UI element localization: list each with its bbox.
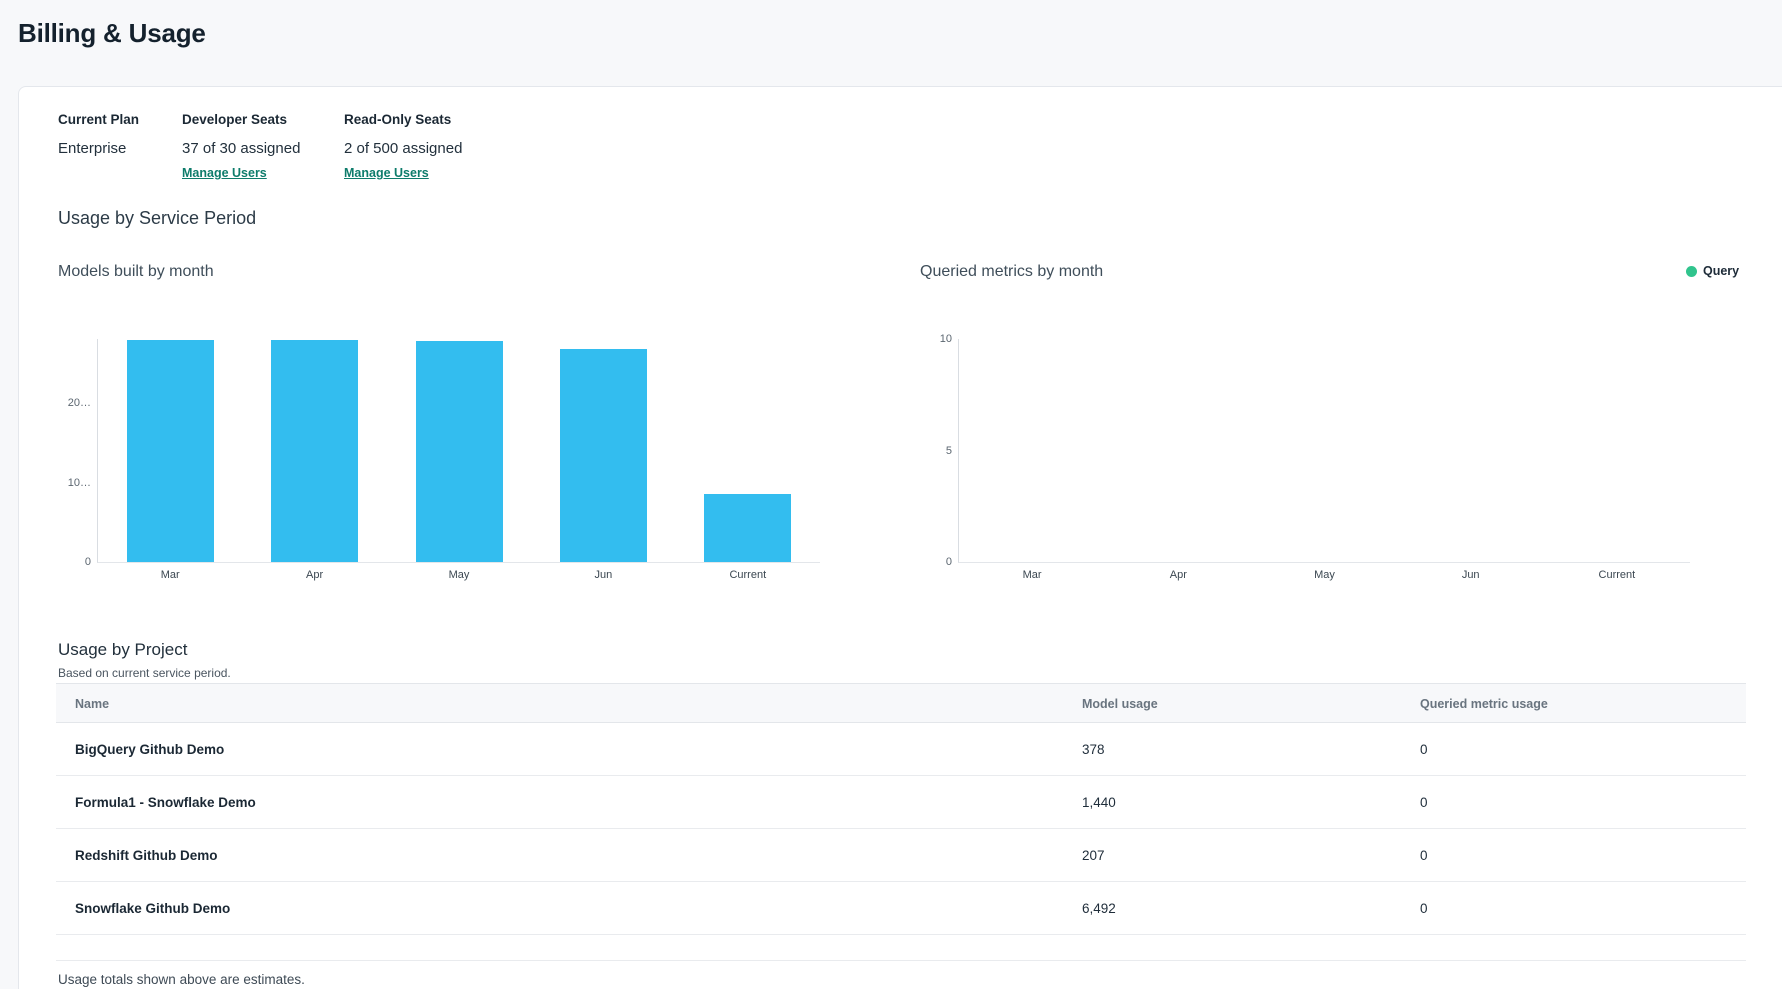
developer-seats-value: 37 of 30 assigned (182, 140, 301, 157)
x-axis-label-current: Current (1598, 569, 1636, 581)
usage-by-project-table: Name Model usage Queried metric usage Bi… (56, 683, 1746, 961)
y-axis-tick-label: 5 (945, 444, 952, 457)
legend-query[interactable]: Query (1686, 264, 1739, 278)
column-header-model-usage: Model usage (1082, 697, 1158, 711)
x-axis-label-current: Current (729, 569, 767, 581)
usage-by-project-subtitle: Based on current service period. (58, 666, 231, 680)
x-axis-label-may: May (448, 569, 470, 581)
x-axis-label-jun: Jun (1461, 569, 1480, 581)
x-axis-label-mar: Mar (160, 569, 180, 581)
x-axis-label-apr: Apr (306, 569, 324, 581)
table-body: BigQuery Github Demo 378 0 Formula1 - Sn… (56, 723, 1746, 935)
y-axis-tick-label: 0 (84, 556, 91, 568)
project-name: Redshift Github Demo (75, 848, 218, 863)
x-axis-label-jun: Jun (594, 569, 613, 581)
project-name: Formula1 - Snowflake Demo (75, 795, 256, 810)
legend-dot-icon (1686, 265, 1697, 277)
models-built-chart: 0 10… 20… Mar Apr May Jun Current (68, 339, 820, 581)
usage-footnote: Usage totals shown above are estimates. (58, 972, 305, 987)
usage-by-service-period-title: Usage by Service Period (58, 208, 257, 228)
table-row: Snowflake Github Demo 6,492 0 (56, 882, 1746, 935)
table-tail (56, 935, 1746, 961)
queried-chart-title: Queried metrics by month (920, 263, 1104, 280)
legend-label: Query (1703, 264, 1740, 278)
queried-metric-usage-value: 0 (1420, 848, 1428, 863)
model-usage-value: 207 (1082, 848, 1105, 863)
model-usage-value: 6,492 (1082, 901, 1116, 916)
bar-apr[interactable] (271, 340, 359, 562)
y-axis-tick-label: 10 (939, 333, 952, 345)
x-axis-label-may: May (1314, 569, 1335, 581)
column-header-queried-usage: Queried metric usage (1420, 697, 1548, 711)
queried-metric-usage-value: 0 (1420, 901, 1428, 916)
current-plan-label: Current Plan (58, 112, 140, 127)
table-row: Redshift Github Demo 207 0 (56, 829, 1746, 882)
model-usage-value: 1,440 (1082, 795, 1116, 810)
models-chart-title: Models built by month (58, 263, 214, 280)
project-name: BigQuery Github Demo (75, 742, 225, 757)
column-header-name: Name (75, 697, 110, 711)
y-axis-tick-label: 10… (67, 476, 91, 489)
table-row: Formula1 - Snowflake Demo 1,440 0 (56, 776, 1746, 829)
bar-jun[interactable] (559, 348, 647, 562)
model-usage-value: 378 (1082, 742, 1105, 757)
table-row: BigQuery Github Demo 378 0 (56, 723, 1746, 776)
queried-metric-usage-value: 0 (1420, 795, 1428, 810)
x-axis-label-apr: Apr (1169, 569, 1187, 581)
usage-by-project-title: Usage by Project (58, 640, 188, 659)
bar-mar[interactable] (126, 339, 214, 562)
project-name: Snowflake Github Demo (75, 901, 231, 916)
developer-manage-users-link[interactable]: Manage Users (182, 166, 267, 180)
page-title: Billing & Usage (18, 18, 206, 48)
readonly-seats-label: Read-Only Seats (344, 112, 452, 127)
queried-metric-usage-value: 0 (1420, 742, 1428, 757)
y-axis-tick-label: 20… (67, 397, 91, 410)
bar-may[interactable] (415, 340, 503, 562)
readonly-manage-users-link[interactable]: Manage Users (344, 166, 429, 180)
bar-current[interactable] (704, 493, 792, 562)
x-axis-label-mar: Mar (1022, 569, 1042, 581)
table-header-row: Name Model usage Queried metric usage (56, 683, 1746, 723)
readonly-seats-value: 2 of 500 assigned (344, 140, 463, 157)
current-plan-value: Enterprise (58, 140, 127, 157)
y-axis-tick-label: 0 (945, 556, 952, 568)
developer-seats-label: Developer Seats (182, 112, 288, 127)
queried-metrics-chart: 0 5 10 Mar Apr May Jun Current (940, 333, 1690, 581)
